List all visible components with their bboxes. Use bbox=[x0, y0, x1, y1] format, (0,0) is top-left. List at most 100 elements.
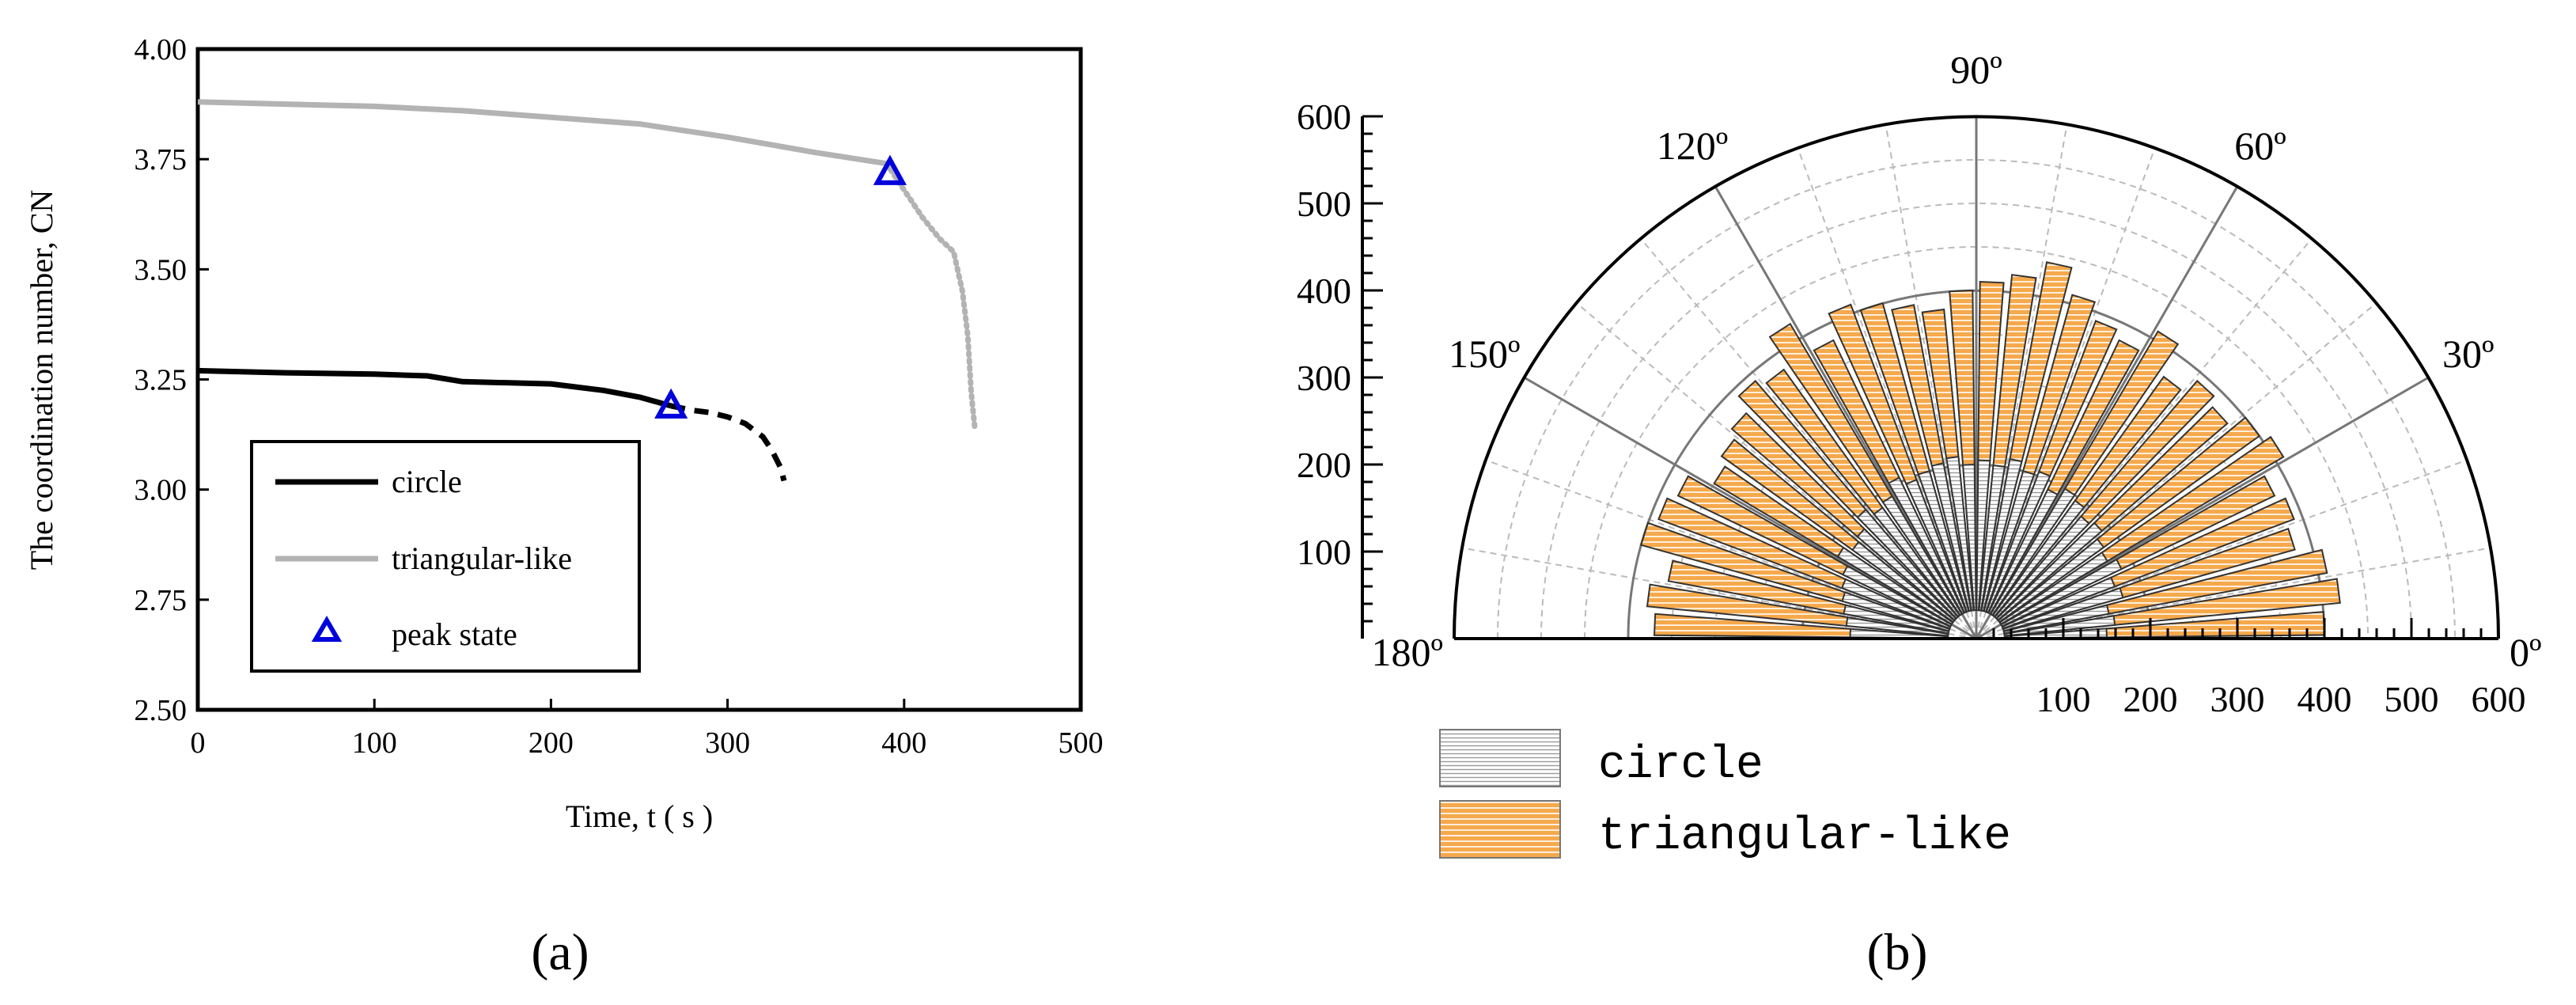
series-post-peak-circle bbox=[670, 403, 787, 482]
r-axis-tick-label: 400 bbox=[1297, 271, 1351, 311]
peak-marker bbox=[654, 388, 688, 419]
r-axis-tick-label-bottom: 600 bbox=[2472, 679, 2526, 719]
r-axis-tick-label: 300 bbox=[1297, 358, 1351, 398]
r-axis-tick-label: 100 bbox=[1297, 532, 1351, 572]
y-tick-label: 3.25 bbox=[134, 364, 188, 397]
r-axis-tick-label-bottom: 400 bbox=[2298, 679, 2352, 719]
angle-label: 150º bbox=[1449, 332, 1521, 376]
angle-label: 0º bbox=[2510, 630, 2542, 674]
line-series-group bbox=[197, 99, 978, 482]
bar-circle bbox=[2001, 576, 2116, 630]
legend-label-circle: circle bbox=[1598, 740, 1763, 791]
x-tick-label: 400 bbox=[881, 726, 926, 760]
radial-grid-line bbox=[1461, 547, 1977, 639]
bar-circle bbox=[1995, 521, 2104, 621]
bar-circle bbox=[1887, 476, 1965, 615]
series-line-triangular-like bbox=[197, 99, 888, 167]
x-tick-label: 200 bbox=[528, 726, 574, 760]
y-tick-label: 3.50 bbox=[134, 253, 188, 286]
bar-circle bbox=[1983, 469, 2036, 613]
x-tick-labels: 0 100 200 300 400 500 bbox=[191, 726, 1104, 760]
bar-circle bbox=[1873, 506, 1961, 618]
r-axis-tick-label-bottom: 100 bbox=[2036, 679, 2091, 719]
bar-circle bbox=[2002, 604, 2110, 635]
bar-circle bbox=[1856, 508, 1959, 620]
bar-circle bbox=[1917, 469, 1970, 613]
panel-a-line-chart: 2.50 2.75 3.00 3.25 3.50 3.75 4.00 0 100 200 300 4… bbox=[24, 33, 1104, 981]
y-axis-label: The coordination number, CN bbox=[24, 190, 59, 571]
legend-a: circle triangular-like peak state bbox=[250, 440, 641, 673]
legend-marker-peak-state bbox=[311, 616, 343, 642]
bar-circle bbox=[1987, 488, 2059, 615]
r-axis-tick-label-bottom: 300 bbox=[2210, 679, 2265, 719]
radial-grid-line bbox=[1885, 123, 1977, 639]
bar-circle bbox=[1991, 499, 2085, 618]
y-tick-label: 3.75 bbox=[134, 143, 188, 176]
major-spoke-line bbox=[1976, 376, 2430, 640]
angle-label: 60º bbox=[2234, 123, 2286, 168]
polar-labels: 100 200 300 400 500 600 100 200 300 400 500 600 0º 30… bbox=[1297, 47, 2542, 719]
bar-circle bbox=[1945, 455, 1975, 612]
outer-arc bbox=[1453, 115, 2500, 639]
legend-swatch-circle bbox=[1439, 729, 1561, 787]
bar-circle bbox=[1962, 463, 1977, 612]
y-tick-label: 2.50 bbox=[134, 694, 188, 727]
bar-circle bbox=[1997, 537, 2105, 624]
bar-circle bbox=[1978, 464, 2006, 612]
x-tick-label: 0 bbox=[191, 726, 206, 760]
bar-circle bbox=[1930, 462, 1972, 612]
bar-circle bbox=[1836, 546, 1954, 626]
legend-label-triangular-like: triangular-like bbox=[392, 540, 572, 576]
bar-circle bbox=[1976, 459, 1991, 612]
bar-circle bbox=[1980, 457, 2023, 612]
bar-circle bbox=[1840, 578, 1952, 630]
panel-label-b: (b) bbox=[1867, 923, 1928, 981]
legend-b: circle triangular-like bbox=[1439, 729, 2011, 863]
peak-markers bbox=[654, 154, 907, 419]
radial-grid-line bbox=[1976, 459, 2468, 639]
x-tick-label: 300 bbox=[705, 726, 750, 760]
legend-label-peak-state: peak state bbox=[392, 616, 517, 652]
bar-circle bbox=[1856, 528, 1957, 621]
series-line-circle bbox=[197, 367, 672, 409]
angle-label: 30º bbox=[2442, 332, 2495, 376]
bar-circle bbox=[2002, 586, 2124, 632]
y-tick-label: 3.00 bbox=[134, 474, 188, 507]
bar-circle bbox=[1851, 540, 1956, 624]
peak-marker bbox=[873, 154, 907, 185]
legend-swatch-triangular-like bbox=[1439, 800, 1561, 859]
bar-circle bbox=[1994, 515, 2090, 620]
bar-circle bbox=[1989, 487, 2076, 616]
bar-circle bbox=[1845, 616, 1949, 637]
x-tick-label: 500 bbox=[1059, 726, 1104, 760]
bar-circle bbox=[1985, 470, 2051, 614]
bar-circle bbox=[2000, 558, 2123, 628]
bar-circle bbox=[1841, 591, 1951, 632]
bar-circle bbox=[1843, 604, 1950, 635]
axis-ticks bbox=[196, 47, 1082, 711]
r-axis-tick-label: 500 bbox=[1297, 184, 1351, 224]
angle-label: 90º bbox=[1950, 47, 2002, 92]
x-tick-label: 100 bbox=[352, 726, 397, 760]
legend-label-circle: circle bbox=[392, 464, 462, 499]
panel-label-a: (a) bbox=[531, 923, 589, 981]
series-post-peak-triangular-like bbox=[884, 161, 978, 431]
bars-circle bbox=[1836, 455, 2124, 639]
bar-circle bbox=[2003, 615, 2116, 637]
angle-label: 180º bbox=[1371, 630, 1443, 674]
y-tick-labels: 2.50 2.75 3.00 3.25 3.50 3.75 4.00 bbox=[134, 33, 188, 727]
polar-frame bbox=[1361, 115, 2500, 640]
polar-grid bbox=[1461, 116, 2491, 640]
major-spoke-line bbox=[1714, 185, 1978, 639]
y-tick-label: 4.00 bbox=[134, 33, 188, 66]
x-axis-label: Time, t ( s ) bbox=[566, 798, 713, 834]
legend-label-triangular-like: triangular-like bbox=[1598, 811, 2011, 863]
y-tick-label: 2.75 bbox=[134, 584, 188, 617]
bar-circle bbox=[1881, 495, 1964, 616]
panel-b-polar-chart: 100 200 300 400 500 600 100 200 300 400 500 600 0º 30… bbox=[1297, 47, 2542, 981]
r-axis-tick-label-bottom: 500 bbox=[2385, 679, 2439, 719]
bar-circle bbox=[1905, 478, 1968, 614]
bar-circle bbox=[1842, 564, 1953, 628]
r-axis-tick-label-bottom: 200 bbox=[2123, 679, 2178, 719]
